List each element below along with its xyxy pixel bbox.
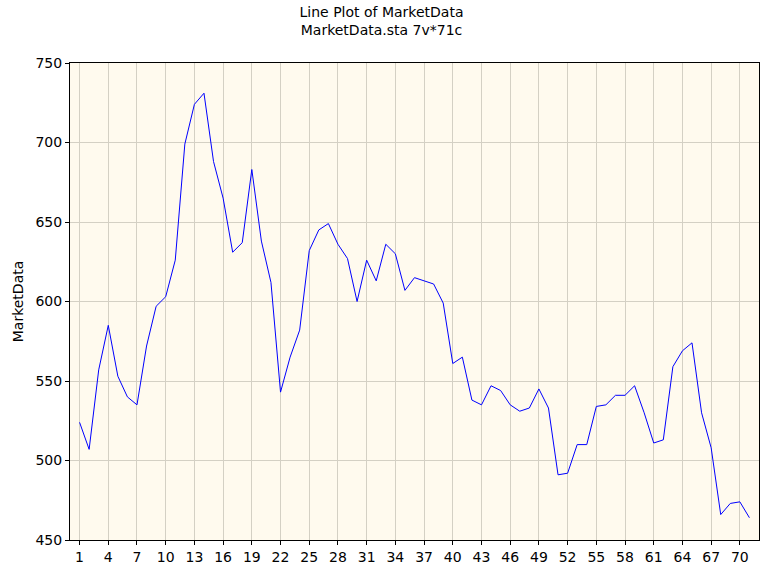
svg-text:4: 4 — [104, 549, 113, 565]
svg-text:19: 19 — [243, 549, 261, 565]
svg-text:49: 49 — [530, 549, 548, 565]
svg-text:650: 650 — [35, 214, 62, 230]
svg-text:61: 61 — [645, 549, 663, 565]
svg-text:600: 600 — [35, 293, 62, 309]
svg-text:22: 22 — [272, 549, 290, 565]
svg-text:7: 7 — [133, 549, 142, 565]
svg-text:1: 1 — [75, 549, 84, 565]
svg-text:40: 40 — [444, 549, 462, 565]
svg-text:10: 10 — [157, 549, 175, 565]
svg-text:52: 52 — [559, 549, 577, 565]
svg-text:64: 64 — [674, 549, 692, 565]
svg-text:31: 31 — [358, 549, 376, 565]
svg-text:25: 25 — [300, 549, 318, 565]
svg-text:55: 55 — [587, 549, 605, 565]
svg-text:70: 70 — [731, 549, 749, 565]
svg-text:450: 450 — [35, 532, 62, 548]
svg-text:Line Plot of MarketDataMarketD: Line Plot of MarketDataMarketData.sta 7v… — [300, 4, 464, 38]
svg-text:58: 58 — [616, 549, 634, 565]
svg-text:43: 43 — [473, 549, 491, 565]
svg-text:67: 67 — [702, 549, 720, 565]
svg-text:37: 37 — [415, 549, 433, 565]
svg-text:MarketData: MarketData — [10, 261, 26, 343]
svg-text:750: 750 — [35, 55, 62, 71]
svg-text:28: 28 — [329, 549, 347, 565]
svg-text:700: 700 — [35, 134, 62, 150]
svg-text:13: 13 — [185, 549, 203, 565]
svg-text:550: 550 — [35, 373, 62, 389]
svg-text:34: 34 — [386, 549, 404, 565]
svg-text:46: 46 — [501, 549, 519, 565]
svg-text:500: 500 — [35, 452, 62, 468]
svg-text:16: 16 — [214, 549, 232, 565]
